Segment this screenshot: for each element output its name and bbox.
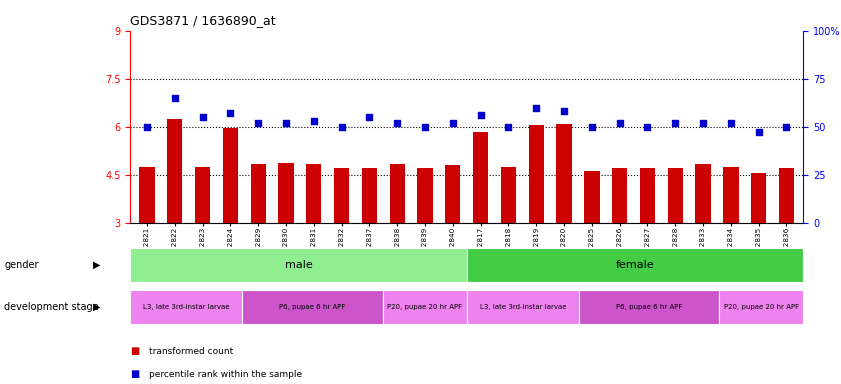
Point [224, 110, 237, 116]
Point [474, 112, 488, 118]
Text: male: male [285, 260, 312, 270]
Bar [719, 290, 803, 324]
Point [724, 120, 738, 126]
Bar [612, 168, 627, 223]
Bar [167, 119, 182, 223]
Point [752, 129, 765, 136]
Point [502, 124, 516, 130]
Point [362, 114, 376, 120]
Bar [223, 128, 238, 223]
Bar [500, 167, 516, 223]
Text: P6, pupae 6 hr APF: P6, pupae 6 hr APF [616, 304, 682, 310]
Bar [140, 167, 155, 223]
Point [613, 120, 627, 126]
Bar [130, 290, 242, 324]
Text: P20, pupae 20 hr APF: P20, pupae 20 hr APF [723, 304, 799, 310]
Bar [584, 171, 600, 223]
Point [279, 120, 293, 126]
Text: percentile rank within the sample: percentile rank within the sample [149, 370, 302, 379]
Point [530, 104, 543, 111]
Bar [579, 290, 719, 324]
Text: development stage: development stage [4, 302, 99, 312]
Text: ■: ■ [130, 369, 140, 379]
Bar [751, 173, 766, 223]
Text: P20, pupae 20 hr APF: P20, pupae 20 hr APF [387, 304, 463, 310]
Bar [723, 167, 738, 223]
Bar [557, 124, 572, 223]
Bar [640, 168, 655, 223]
Bar [668, 168, 683, 223]
Bar [473, 132, 489, 223]
Point [335, 124, 348, 130]
Bar [445, 165, 461, 223]
Point [585, 124, 599, 130]
Text: ■: ■ [130, 346, 140, 356]
Bar [195, 167, 210, 223]
Text: L3, late 3rd-instar larvae: L3, late 3rd-instar larvae [143, 304, 230, 310]
Bar [278, 162, 294, 223]
Bar [696, 164, 711, 223]
Text: ▶: ▶ [93, 260, 100, 270]
Point [418, 124, 431, 130]
Bar [467, 248, 803, 282]
Point [641, 124, 654, 130]
Bar [779, 168, 794, 223]
Point [696, 120, 710, 126]
Point [307, 118, 320, 124]
Bar [529, 125, 544, 223]
Point [558, 108, 571, 114]
Bar [334, 168, 349, 223]
Bar [362, 168, 377, 223]
Bar [417, 168, 433, 223]
Text: L3, late 3rd-instar larvae: L3, late 3rd-instar larvae [479, 304, 566, 310]
Bar [383, 290, 467, 324]
Text: transformed count: transformed count [149, 347, 233, 356]
Bar [251, 164, 266, 223]
Point [140, 124, 154, 130]
Point [669, 120, 682, 126]
Bar [130, 248, 467, 282]
Text: female: female [616, 260, 654, 270]
Point [446, 120, 459, 126]
Point [251, 120, 265, 126]
Text: GDS3871 / 1636890_at: GDS3871 / 1636890_at [130, 14, 276, 27]
Text: gender: gender [4, 260, 39, 270]
Text: P6, pupae 6 hr APF: P6, pupae 6 hr APF [279, 304, 346, 310]
Bar [306, 164, 321, 223]
Bar [242, 290, 383, 324]
Text: ▶: ▶ [93, 302, 100, 312]
Point [168, 95, 182, 101]
Point [196, 114, 209, 120]
Point [390, 120, 404, 126]
Point [780, 124, 793, 130]
Bar [389, 164, 405, 223]
Bar [467, 290, 579, 324]
